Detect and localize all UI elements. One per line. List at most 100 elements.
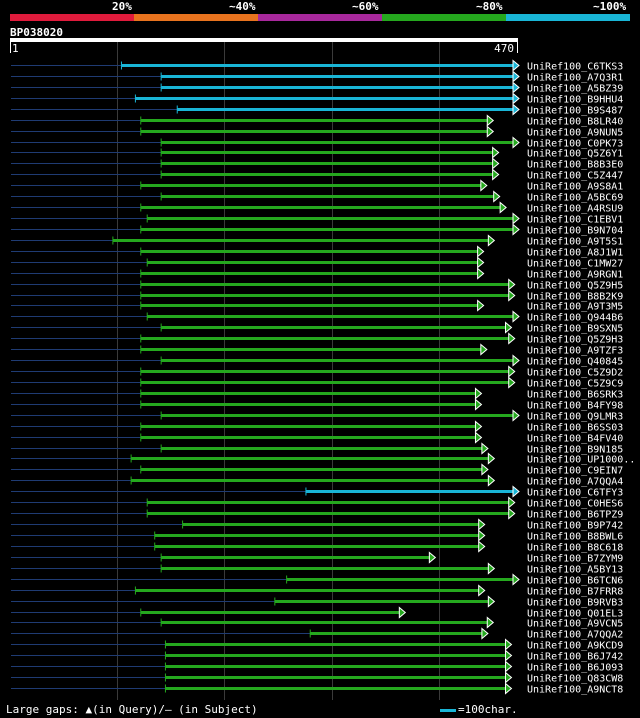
hit-bar (161, 556, 431, 559)
identity-legend-labels: 20% ~40% ~60% ~80% ~100% (0, 0, 640, 14)
hit-bar (140, 184, 482, 187)
hit-end-arrow (512, 310, 520, 323)
hit-label: UniRef100_C6TKS3 (527, 62, 623, 73)
hit-label: UniRef100_A4RSU9 (527, 204, 623, 215)
hit-bar (112, 239, 490, 242)
hit-label: UniRef100_A9T5S1 (527, 237, 623, 248)
hit-label: UniRef100_A9KCD9 (527, 641, 623, 652)
hit-label: UniRef100_B8B2K9 (527, 292, 623, 303)
hit-label: UniRef100_B9RVB3 (527, 598, 623, 609)
hit-end-arrow (478, 540, 486, 553)
hit-label: UniRef100_A9RGN1 (527, 270, 623, 281)
hit-label: UniRef100_C5Z447 (527, 171, 623, 182)
hit-end-arrow (481, 442, 489, 455)
hit-bar (140, 436, 477, 439)
hit-end-arrow (508, 365, 516, 378)
query-ruler-bar (10, 38, 518, 42)
hit-end-arrow (487, 595, 496, 608)
hit-bar (182, 523, 480, 526)
hit-bar (140, 250, 479, 253)
hit-end-arrow (499, 201, 507, 214)
hit-label: UniRef100_B4FV40 (527, 434, 623, 445)
hit-bar (140, 206, 502, 209)
hit-bar (310, 632, 483, 635)
hit-bar (161, 173, 494, 176)
hit-label: UniRef100_Q83CW8 (527, 674, 623, 685)
legend-label-80: ~80% (476, 0, 503, 13)
hit-end-arrow (486, 616, 495, 629)
scale-legend-text: =100char. (458, 703, 518, 716)
hit-end-arrow (480, 179, 488, 192)
hit-bar (140, 403, 477, 406)
hit-label: UniRef100_C6TFY3 (527, 488, 623, 499)
hit-end-arrow (481, 627, 489, 640)
hit-label: UniRef100_Q40845 (527, 357, 623, 368)
hit-label: UniRef100_C0PK73 (527, 139, 623, 150)
hit-end-arrow (504, 682, 513, 695)
hit-end-arrow (487, 452, 496, 465)
hit-bar (305, 490, 514, 493)
hit-bar (177, 108, 514, 111)
hit-end-arrow (474, 431, 483, 444)
hit-bar (140, 228, 514, 231)
hit-label: UniRef100_B9S487 (527, 106, 623, 117)
hit-end-arrow (477, 267, 485, 280)
hit-bar (147, 315, 514, 318)
hit-end-arrow (504, 660, 513, 673)
color-segment-40 (134, 14, 258, 21)
hit-label: UniRef100_C5Z9C9 (527, 379, 623, 390)
hit-bar (147, 501, 510, 504)
color-segment-20 (10, 14, 134, 21)
hit-label: UniRef100_A7QQA2 (527, 630, 623, 641)
hit-end-arrow (477, 256, 485, 269)
hit-label: UniRef100_B9HHU4 (527, 95, 623, 106)
hit-end-arrow (478, 584, 486, 597)
hit-end-arrow (508, 278, 516, 291)
hit-end-arrow (486, 114, 495, 127)
hit-bar (131, 457, 490, 460)
hit-end-arrow (474, 387, 483, 400)
hit-bar (161, 141, 515, 144)
hit-bar (140, 283, 510, 286)
hit-bar (161, 195, 495, 198)
scale-legend: =100char. (440, 703, 518, 716)
hit-bar (165, 665, 507, 668)
hit-label: UniRef100_A5BC69 (527, 193, 623, 204)
hit-end-arrow (492, 168, 500, 181)
hit-label: UniRef100_B8B3E0 (527, 160, 623, 171)
hit-label: UniRef100_C9EIN7 (527, 466, 623, 477)
hit-end-arrow (474, 420, 483, 433)
hit-label: UniRef100_B9N704 (527, 226, 623, 237)
legend-label-40: ~40% (229, 0, 256, 13)
hit-bar (140, 468, 483, 471)
hit-label: UniRef100_B6TPZ9 (527, 510, 623, 521)
hit-bar (161, 162, 494, 165)
hit-end-arrow (512, 136, 520, 149)
hit-bar (161, 567, 490, 570)
hit-label: UniRef100_A8J1W1 (527, 248, 623, 259)
hit-label: UniRef100_A9TZF3 (527, 346, 623, 357)
hit-label: UniRef100_Q01EL3 (527, 609, 623, 620)
hit-label: UniRef100_C0HES6 (527, 499, 623, 510)
hit-bar (154, 534, 480, 537)
hit-label: UniRef100_B6TCN6 (527, 576, 623, 587)
hit-label: UniRef100_UP1000.. (527, 455, 635, 466)
hit-end-arrow (512, 70, 520, 83)
hit-bar (140, 130, 489, 133)
color-segment-60 (258, 14, 382, 21)
color-segment-80 (382, 14, 506, 21)
hit-label: UniRef100_B4FY98 (527, 401, 623, 412)
hit-end-arrow (508, 507, 516, 520)
hit-label: UniRef100_A5BZ39 (527, 84, 623, 95)
hit-label: UniRef100_A9NUN5 (527, 128, 623, 139)
ruler-end-label: 470 (494, 42, 514, 55)
hit-end-arrow (508, 496, 516, 509)
hit-end-arrow (504, 649, 513, 662)
hit-end-arrow (512, 223, 520, 236)
hit-bar (140, 272, 479, 275)
hit-label: UniRef100_B7ZYM9 (527, 554, 623, 565)
hit-end-arrow (512, 81, 520, 94)
query-id: BP038020 (10, 26, 63, 39)
hit-label: UniRef100_A9S8A1 (527, 182, 623, 193)
hit-end-arrow (481, 463, 489, 476)
